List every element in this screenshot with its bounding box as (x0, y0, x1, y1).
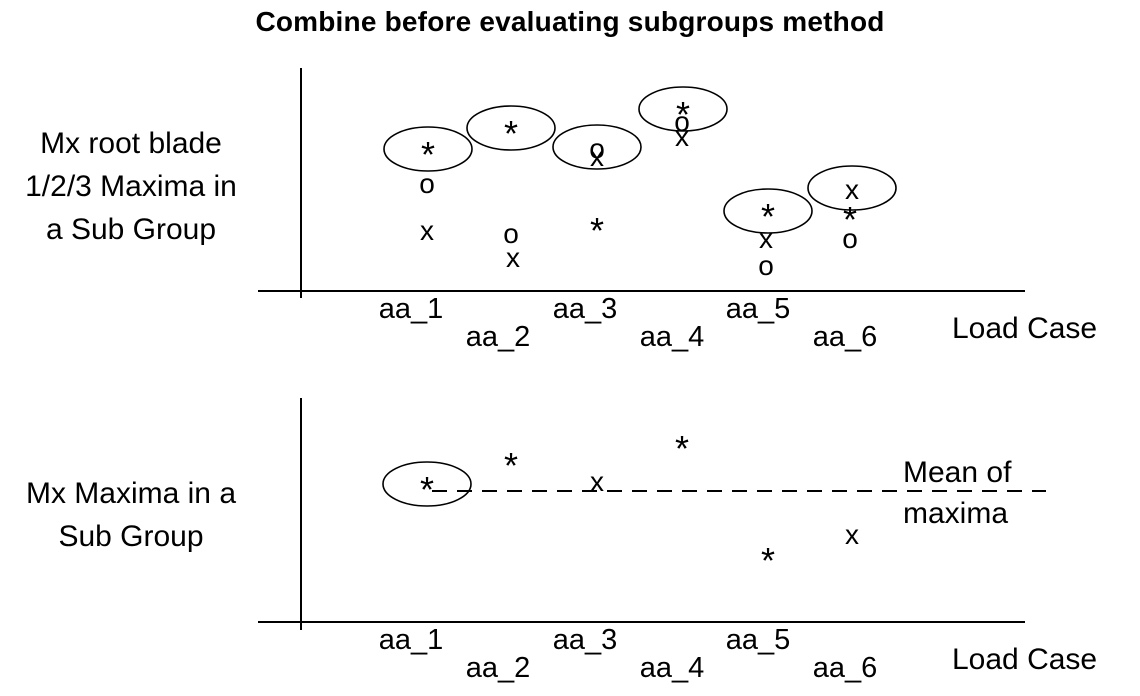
mean-of-maxima-label: Mean of maxima (903, 456, 1012, 530)
data-marker-star: * (590, 210, 604, 251)
subgroup-maximum-ellipse (383, 126, 473, 172)
data-marker-star: * (676, 94, 690, 135)
category-label: aa_2 (466, 652, 531, 684)
data-marker-x: x (506, 242, 520, 273)
subgroup-maximum-ellipse (552, 124, 642, 170)
data-marker-o: o (589, 133, 605, 164)
subgroup-maximum-ellipse (466, 105, 556, 151)
category-label: aa_1 (379, 624, 444, 656)
data-marker-x: x (845, 174, 859, 205)
subgroup-maximum-ellipse (382, 461, 472, 507)
data-marker-o: o (674, 106, 690, 137)
top-plot-y-axis-label: Mx root blade 1/2/3 Maxima in a Sub Grou… (25, 127, 237, 246)
category-label: aa_6 (813, 652, 878, 684)
top-plot-x-axis-label: Load Case (952, 312, 1098, 345)
category-label: aa_4 (640, 652, 705, 684)
category-label: aa_4 (640, 321, 705, 353)
figure-title: Combine before evaluating subgroups meth… (255, 6, 885, 37)
data-marker-x: x (675, 121, 689, 152)
subgroup-maximum-ellipse (723, 188, 813, 234)
bottom-plot-x-axis-label: Load Case (952, 643, 1098, 676)
data-marker-star: * (504, 113, 518, 154)
data-marker-o: o (842, 223, 858, 254)
subgroup-maximum-ellipse (638, 86, 728, 132)
category-label: aa_5 (726, 293, 791, 325)
data-marker-x: x (759, 223, 773, 254)
data-marker-o: o (503, 218, 519, 249)
data-marker-x: x (420, 215, 434, 246)
bottom-plot-y-axis-label: Mx Maxima in a Sub Group (25, 477, 237, 553)
category-label: aa_2 (466, 321, 531, 353)
data-marker-x: x (590, 466, 604, 497)
data-marker-star: * (420, 469, 434, 510)
data-marker-star: * (761, 196, 775, 237)
data-marker-star: * (421, 134, 435, 175)
data-marker-o: o (419, 168, 435, 199)
data-marker-x: x (590, 141, 604, 172)
subgroup-maximum-ellipse (807, 165, 897, 211)
data-marker-o: o (758, 250, 774, 281)
data-marker-star: * (675, 428, 689, 469)
category-label: aa_3 (553, 624, 618, 656)
category-label: aa_3 (553, 293, 618, 325)
data-marker-star: * (761, 540, 775, 581)
category-label: aa_1 (379, 293, 444, 325)
data-marker-star: * (843, 199, 857, 240)
category-label: aa_5 (726, 624, 791, 656)
data-marker-x: x (845, 519, 859, 550)
category-label: aa_6 (813, 321, 878, 353)
data-marker-star: * (504, 445, 518, 486)
